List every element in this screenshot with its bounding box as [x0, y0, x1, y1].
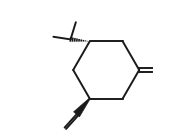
Polygon shape — [73, 98, 90, 117]
